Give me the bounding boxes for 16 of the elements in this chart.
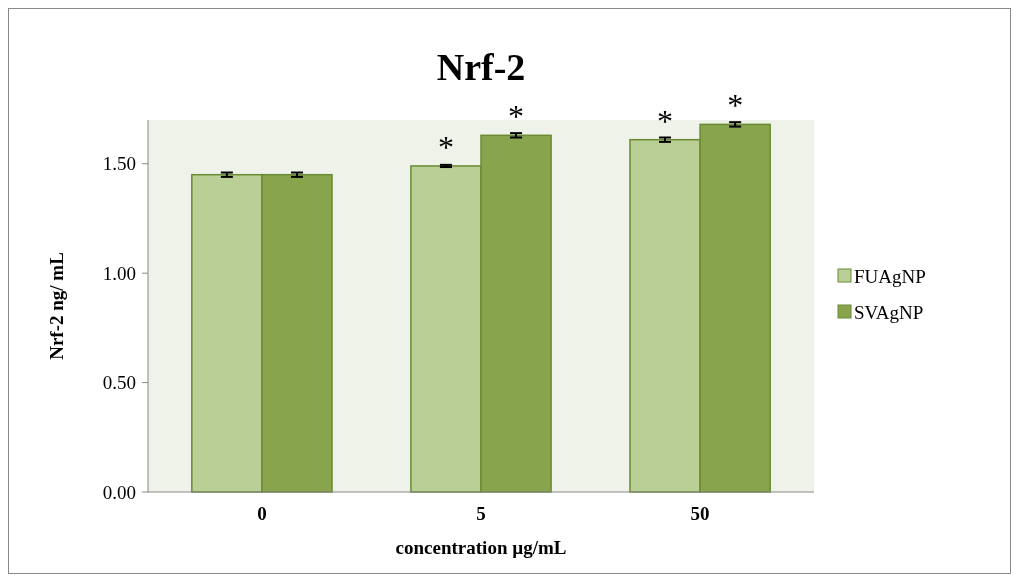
x-tick-label: 0 bbox=[257, 503, 267, 524]
y-tick-label: 1.00 bbox=[102, 262, 136, 284]
x-tick-label: 5 bbox=[476, 503, 486, 524]
y-tick-label: 0.50 bbox=[102, 372, 136, 394]
x-tick-label: 50 bbox=[690, 503, 710, 524]
legend-label: FUAgNP bbox=[854, 265, 926, 287]
chart-title: Nrf-2 bbox=[436, 46, 526, 88]
y-axis-title: Nrf-2 ng/ mL bbox=[46, 252, 67, 360]
y-tick-label: 1.50 bbox=[102, 153, 136, 175]
y-tick-label: 0.00 bbox=[102, 481, 136, 503]
legend-label: SVAgNP bbox=[854, 301, 924, 323]
annotation: * bbox=[657, 102, 674, 139]
x-axis-title: concentration µg/mL bbox=[395, 537, 567, 558]
annotation: * bbox=[508, 98, 525, 135]
annotation: * bbox=[437, 128, 454, 165]
annotation: * bbox=[727, 87, 744, 124]
